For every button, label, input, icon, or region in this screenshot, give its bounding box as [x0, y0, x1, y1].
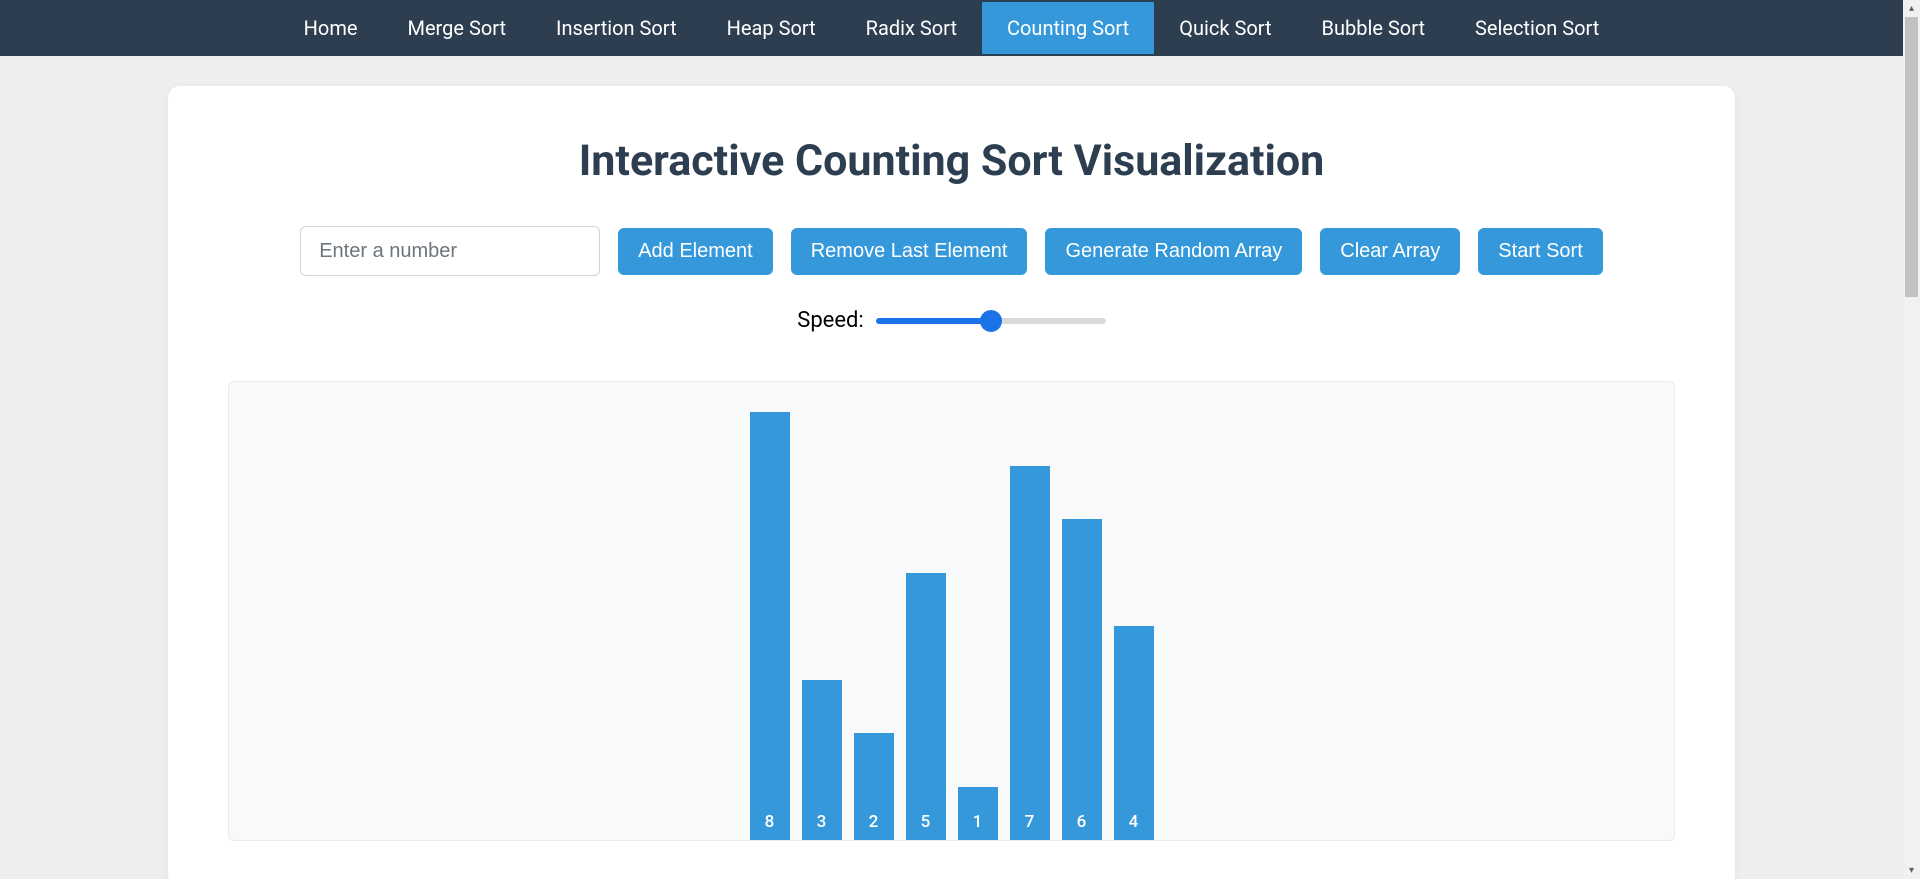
bar: 2 — [854, 733, 894, 840]
main-card: Interactive Counting Sort Visualization … — [168, 86, 1735, 879]
nav-quick-sort[interactable]: Quick Sort — [1154, 2, 1296, 54]
nav-bubble-sort[interactable]: Bubble Sort — [1297, 2, 1450, 54]
chart-container: 83251764 — [228, 381, 1675, 841]
nav-heap-sort[interactable]: Heap Sort — [702, 2, 841, 54]
generate-random-array-button[interactable]: Generate Random Array — [1045, 228, 1302, 275]
navbar: Home Merge Sort Insertion Sort Heap Sort… — [0, 0, 1903, 56]
clear-array-button[interactable]: Clear Array — [1320, 228, 1460, 275]
nav-home[interactable]: Home — [279, 2, 383, 54]
start-sort-button[interactable]: Start Sort — [1478, 228, 1602, 275]
bar: 6 — [1062, 519, 1102, 840]
bar: 8 — [750, 412, 790, 840]
speed-slider[interactable] — [876, 318, 1106, 324]
number-input[interactable] — [300, 226, 600, 276]
nav-radix-sort[interactable]: Radix Sort — [841, 2, 982, 54]
bar: 3 — [802, 680, 842, 841]
nav-merge-sort[interactable]: Merge Sort — [382, 2, 531, 54]
scroll-up-arrow-icon[interactable]: ▴ — [1903, 0, 1920, 17]
bar: 5 — [906, 573, 946, 841]
speed-label: Speed: — [797, 308, 863, 333]
page-title: Interactive Counting Sort Visualization — [228, 136, 1675, 186]
nav-counting-sort[interactable]: Counting Sort — [982, 2, 1154, 54]
nav-selection-sort[interactable]: Selection Sort — [1450, 2, 1624, 54]
speed-row: Speed: — [228, 308, 1675, 333]
bar: 1 — [958, 787, 998, 841]
bar: 4 — [1114, 626, 1154, 840]
controls-row: Add Element Remove Last Element Generate… — [228, 226, 1675, 276]
vertical-scrollbar[interactable]: ▴ ▾ — [1903, 0, 1920, 879]
nav-insertion-sort[interactable]: Insertion Sort — [531, 2, 702, 54]
remove-last-element-button[interactable]: Remove Last Element — [791, 228, 1028, 275]
scroll-down-arrow-icon[interactable]: ▾ — [1903, 862, 1920, 879]
bar: 7 — [1010, 466, 1050, 841]
scrollbar-track[interactable] — [1903, 17, 1920, 862]
add-element-button[interactable]: Add Element — [618, 228, 773, 275]
scrollbar-thumb[interactable] — [1905, 17, 1918, 297]
